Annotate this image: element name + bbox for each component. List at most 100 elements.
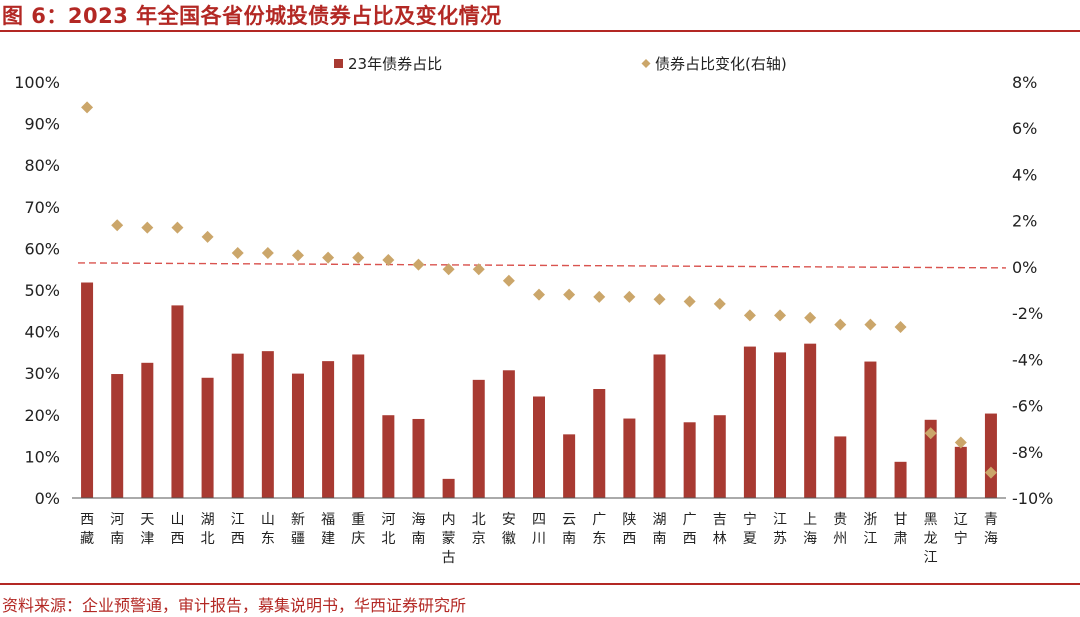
legend-bar-label: 23年债券占比 (348, 55, 442, 73)
marker-内蒙古 (442, 263, 455, 276)
category-label-河南: 河南 (110, 512, 124, 547)
footer-rule (0, 583, 1080, 585)
marker-北京 (472, 263, 485, 276)
change-markers (81, 101, 997, 479)
category-label-西藏: 西藏 (80, 512, 94, 547)
left-tick-label: 20% (24, 406, 60, 425)
chart: 23年债券占比 债券占比变化(右轴) 0% 10% 20% 30% 40% 50% 60% 7… (14, 55, 1053, 566)
category-label-陕西: 陕西 (622, 512, 636, 547)
bar-湖南 (653, 354, 666, 498)
bar-甘肃 (894, 461, 907, 498)
right-tick-label: 2% (1012, 212, 1037, 231)
marker-浙江 (864, 318, 877, 331)
category-label-黑龙江: 黑龙江 (924, 512, 938, 566)
bar-西藏 (81, 282, 94, 498)
marker-河北 (382, 253, 395, 266)
category-label-甘肃: 甘肃 (894, 512, 908, 547)
marker-黑龙江 (924, 427, 937, 440)
category-label-云南: 云南 (562, 512, 576, 547)
bar-江苏 (774, 352, 787, 498)
category-label-青海: 青海 (984, 512, 998, 547)
bar-江西 (231, 353, 244, 498)
category-label-湖南: 湖南 (653, 512, 667, 547)
marker-广西 (683, 295, 696, 308)
category-label-福建: 福建 (321, 512, 335, 547)
zero-dashed-line (77, 262, 1007, 269)
legend-marker-label: 债券占比变化(右轴) (655, 55, 787, 73)
legend: 23年债券占比 债券占比变化(右轴) (334, 55, 787, 73)
marker-江西 (231, 247, 244, 260)
left-axis: 0% 10% 20% 30% 40% 50% 60% 70% 80% 90% 100% (14, 73, 60, 508)
category-label-海南: 海南 (411, 512, 425, 547)
marker-江苏 (774, 309, 787, 322)
bar-重庆 (352, 354, 365, 498)
bar-山西 (171, 305, 184, 498)
marker-湖南 (653, 293, 666, 306)
left-tick-label: 10% (24, 447, 60, 466)
category-label-广东: 广东 (592, 512, 606, 547)
marker-广东 (593, 290, 606, 303)
bar-福建 (322, 361, 335, 498)
left-tick-label: 90% (24, 115, 60, 134)
left-tick-label: 40% (24, 323, 60, 342)
marker-陕西 (623, 290, 636, 303)
category-label-江西: 江西 (231, 512, 245, 547)
right-tick-label: 6% (1012, 119, 1037, 138)
category-label-河北: 河北 (381, 512, 395, 547)
source-note: 资料来源：企业预警通，审计报告，募集说明书，华西证券研究所 (2, 596, 467, 615)
marker-贵州 (834, 318, 847, 331)
category-label-北京: 北京 (472, 512, 486, 547)
marker-河南 (111, 219, 124, 232)
marker-重庆 (352, 251, 365, 264)
left-tick-label: 70% (24, 198, 60, 217)
category-label-江苏: 江苏 (773, 512, 787, 547)
category-label-天津: 天津 (140, 512, 154, 547)
bar-湖北 (201, 377, 214, 498)
category-label-上海: 上海 (803, 512, 817, 547)
marker-山西 (171, 221, 184, 234)
bar-天津 (141, 362, 154, 498)
category-label-湖北: 湖北 (201, 512, 215, 547)
right-tick-label: -6% (1012, 397, 1043, 416)
bar-广西 (683, 422, 696, 498)
bar-吉林 (713, 415, 726, 498)
legend-marker-swatch (641, 59, 651, 68)
category-label-内蒙古: 内蒙古 (442, 512, 456, 566)
marker-新疆 (291, 249, 304, 262)
left-tick-label: 80% (24, 156, 60, 175)
category-label-四川: 四川 (532, 512, 546, 547)
bar-广东 (593, 389, 606, 498)
bars (81, 282, 997, 498)
marker-湖北 (201, 230, 214, 243)
marker-甘肃 (894, 320, 907, 333)
marker-福建 (322, 251, 335, 264)
left-tick-label: 100% (14, 73, 60, 92)
marker-西藏 (81, 101, 94, 114)
bar-陕西 (623, 418, 636, 498)
marker-辽宁 (954, 436, 967, 449)
right-tick-label: 4% (1012, 165, 1037, 184)
category-label-山西: 山西 (170, 512, 184, 547)
left-tick-label: 60% (24, 239, 60, 258)
zero-reference-line (77, 262, 1007, 269)
bar-山东 (261, 351, 274, 498)
marker-四川 (533, 288, 545, 301)
marker-宁夏 (743, 309, 756, 322)
marker-山东 (261, 247, 274, 260)
marker-青海 (984, 466, 997, 479)
bar-河南 (111, 374, 124, 498)
bar-贵州 (834, 436, 847, 498)
bar-辽宁 (954, 446, 967, 498)
category-label-贵州: 贵州 (833, 512, 847, 547)
title-underline (0, 30, 1080, 32)
category-label-宁夏: 宁夏 (743, 511, 757, 547)
bar-内蒙古 (442, 478, 455, 498)
right-tick-label: 0% (1012, 258, 1037, 277)
bar-河北 (382, 415, 395, 498)
bar-海南 (412, 418, 425, 498)
marker-吉林 (713, 297, 726, 310)
category-label-广西: 广西 (683, 512, 697, 547)
right-axis: -10% -8% -6% -4% -2% 0% 2% 4% 6% 8% (1012, 73, 1053, 508)
category-label-山东: 山东 (261, 512, 275, 547)
